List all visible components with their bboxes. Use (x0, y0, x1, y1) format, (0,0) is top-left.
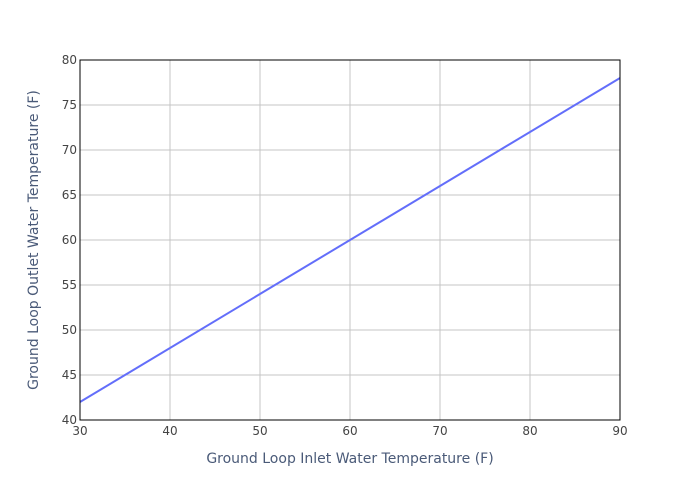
y-tick-label: 40 (62, 413, 77, 427)
y-tick-label: 80 (62, 53, 77, 67)
y-tick-label: 70 (62, 143, 77, 157)
x-tick-label: 90 (612, 424, 627, 438)
x-tick-label: 40 (162, 424, 177, 438)
x-tick-label: 60 (342, 424, 357, 438)
x-tick-label: 80 (522, 424, 537, 438)
series-line (79, 77, 621, 403)
series-layer (79, 77, 621, 403)
x-tick-label: 70 (432, 424, 447, 438)
y-tick-label: 60 (62, 233, 77, 247)
x-tick-label: 50 (252, 424, 267, 438)
x-axis-ticks: 30 40 50 60 70 80 90 (72, 424, 627, 438)
plot-frame (79, 59, 621, 421)
x-axis-title: Ground Loop Inlet Water Temperature (F) (206, 451, 493, 467)
y-axis-ticks: 40 45 50 55 60 65 70 75 80 (62, 53, 77, 427)
x-tick-label: 30 (72, 424, 87, 438)
y-tick-label: 65 (62, 188, 77, 202)
y-tick-label: 75 (62, 98, 77, 112)
y-tick-label: 45 (62, 368, 77, 382)
y-tick-label: 50 (62, 323, 77, 337)
y-axis-title: Ground Loop Outlet Water Temperature (F) (26, 90, 42, 390)
y-tick-label: 55 (62, 278, 77, 292)
